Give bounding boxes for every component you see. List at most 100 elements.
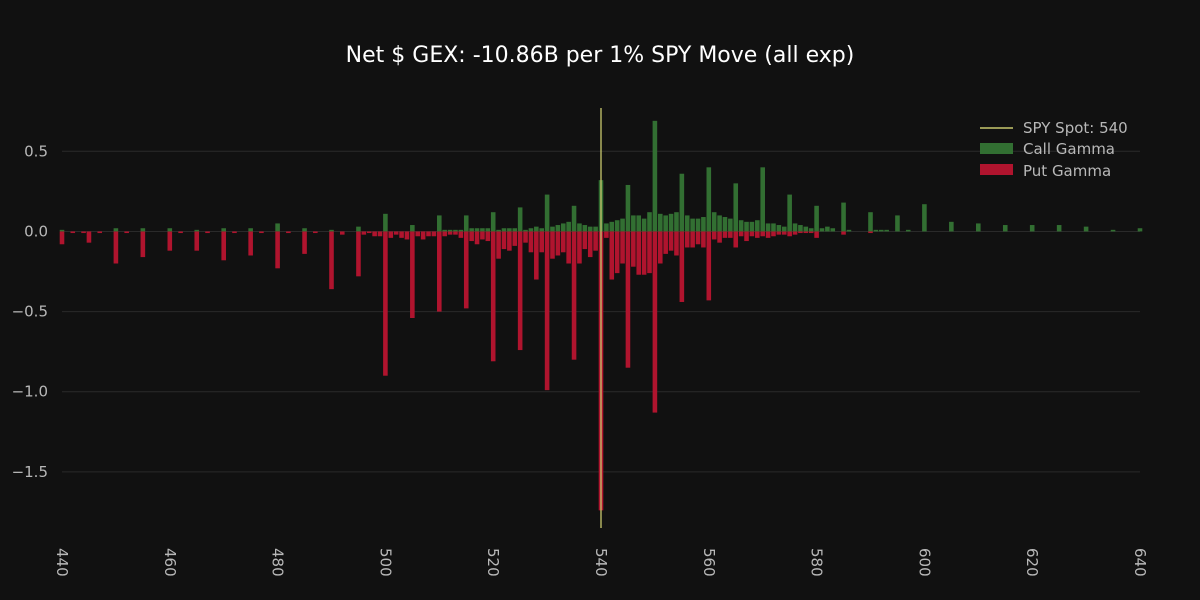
call-gamma-bar: [825, 226, 830, 232]
call-gamma-bar: [490, 212, 496, 232]
put-gamma-bar: [383, 231, 388, 376]
call-gamma-bar: [695, 218, 701, 232]
put-gamma-bar: [771, 231, 776, 237]
put-gamma-bar: [534, 231, 539, 280]
call-gamma-bar: [329, 229, 334, 232]
put-gamma-bar: [728, 231, 733, 238]
put-gamma-bar: [302, 231, 307, 254]
call-gamma-bar: [587, 226, 593, 232]
call-gamma-bar: [302, 228, 307, 232]
x-tick-label: 480: [269, 548, 287, 577]
put-gamma-bar: [657, 231, 663, 264]
put-gamma-bar: [469, 231, 474, 242]
put-gamma-bar: [205, 231, 210, 234]
call-gamma-bar: [534, 226, 539, 232]
call-gamma-bar: [496, 229, 501, 232]
call-gamma-bar: [463, 215, 469, 232]
call-gamma-bar: [582, 225, 588, 232]
call-gamma-bar: [59, 229, 65, 232]
call-gamma-bar: [976, 223, 981, 232]
put-gamma-bar: [641, 231, 647, 275]
put-gamma-bar: [442, 231, 447, 237]
put-gamma-bar: [496, 231, 501, 259]
call-gamma-bar: [701, 217, 706, 232]
x-tick-label: 600: [915, 548, 933, 577]
put-gamma-bar: [404, 231, 410, 240]
call-gamma-bar: [652, 120, 658, 232]
put-gamma-bar: [480, 231, 485, 240]
y-tick-label: −1.0: [12, 383, 48, 401]
put-gamma-bar: [636, 231, 642, 275]
put-gamma-bar: [388, 231, 394, 238]
call-gamma-bar: [873, 229, 879, 232]
put-gamma-bar: [361, 231, 367, 235]
put-gamma-bar: [140, 231, 146, 258]
put-gamma-bar: [711, 231, 717, 240]
put-gamma-bar: [523, 231, 528, 243]
call-gamma-bar: [765, 223, 771, 232]
x-tick-label: 440: [53, 548, 71, 577]
call-gamma-bar: [684, 215, 690, 232]
call-gamma-bar: [787, 194, 792, 232]
put-gamma-bar: [744, 231, 749, 242]
call-gamma-bar: [544, 194, 550, 232]
put-gamma-bar: [701, 231, 706, 248]
call-gamma-bar: [846, 229, 852, 232]
call-gamma-bar: [140, 228, 146, 232]
put-gamma-bar: [566, 231, 571, 264]
call-gamma-bar: [614, 220, 620, 232]
put-gamma-bar: [366, 231, 372, 234]
put-gamma-bar: [286, 231, 291, 234]
call-gamma-bar: [248, 228, 253, 232]
call-gamma-bar: [884, 229, 889, 232]
legend-put-label: Put Gamma: [1023, 162, 1111, 180]
call-gamma-bar: [469, 228, 474, 232]
call-gamma-bar: [792, 223, 798, 232]
put-gamma-bar: [631, 231, 636, 267]
put-gamma-bar: [668, 231, 674, 251]
call-gamma-bar: [474, 228, 480, 232]
put-gamma-bar: [787, 231, 792, 237]
call-gamma-bar: [410, 225, 415, 232]
call-gamma-bar: [830, 228, 836, 232]
put-gamma-bar: [232, 231, 237, 234]
call-gamma-bar: [528, 228, 534, 232]
call-gamma-bar: [905, 229, 911, 232]
call-gamma-bar: [668, 213, 674, 232]
legend-call-label: Call Gamma: [1023, 140, 1115, 158]
put-gamma-bar: [808, 231, 814, 234]
x-tick-label: 620: [1023, 548, 1041, 577]
call-gamma-bar: [895, 215, 900, 232]
put-gamma-bar: [652, 231, 658, 413]
put-gamma-bar: [663, 231, 668, 254]
put-gamma-bar: [490, 231, 496, 362]
put-gamma-bar: [485, 231, 491, 242]
x-tick-label: 560: [700, 548, 718, 577]
call-gamma-bar: [749, 221, 755, 232]
x-tick-label: 580: [808, 548, 826, 577]
legend-put-swatch: [980, 164, 1013, 175]
call-gamma-bar: [771, 223, 776, 232]
call-gamma-bar: [798, 225, 803, 232]
put-gamma-bar: [555, 231, 561, 256]
call-gamma-bar: [949, 221, 954, 232]
put-gamma-bar: [356, 231, 361, 277]
call-gamma-bar: [577, 223, 582, 232]
put-gamma-bar: [447, 231, 453, 235]
put-gamma-bar: [259, 231, 264, 234]
put-gamma-bar: [760, 231, 765, 237]
put-gamma-bar: [410, 231, 415, 319]
put-gamma-bar: [97, 231, 103, 234]
put-gamma-bar: [512, 231, 518, 246]
put-gamma-bar: [674, 231, 679, 256]
put-gamma-bar: [399, 231, 404, 238]
call-gamma-bar: [1002, 225, 1008, 232]
put-gamma-bar: [81, 231, 86, 234]
call-gamma-bar: [383, 213, 388, 232]
call-gamma-bar: [523, 229, 528, 232]
call-gamma-bar: [636, 215, 642, 232]
put-gamma-bar: [458, 231, 464, 238]
put-gamma-bar: [313, 231, 318, 234]
call-gamma-bar: [760, 167, 765, 232]
put-gamma-bar: [415, 231, 421, 237]
